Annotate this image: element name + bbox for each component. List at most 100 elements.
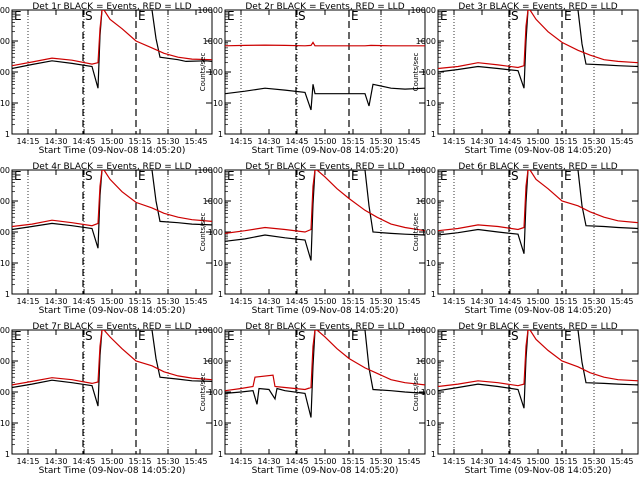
event-marker-label: S bbox=[298, 9, 306, 23]
x-tick-label: 15:15 bbox=[341, 297, 364, 306]
x-tick-label: 15:45 bbox=[184, 297, 207, 306]
plot-frame bbox=[437, 329, 639, 455]
y-tick-label: 100 bbox=[208, 388, 223, 397]
y-tick-label: 1000 bbox=[416, 197, 436, 206]
y-tick-label: 1000 bbox=[203, 197, 223, 206]
y-axis-label: Counts/sec bbox=[412, 213, 420, 252]
x-tick-label: 15:15 bbox=[341, 457, 364, 466]
event-marker-label: E bbox=[564, 329, 572, 343]
x-tick-label: 15:15 bbox=[341, 137, 364, 146]
x-tick-label: 14:15 bbox=[442, 137, 465, 146]
series-line-lld bbox=[12, 330, 212, 386]
x-axis-label: Start Time (09-Nov-08 14:05:20) bbox=[39, 306, 186, 316]
x-tick-label: 14:30 bbox=[44, 297, 67, 306]
x-tick-label: 15:45 bbox=[397, 297, 420, 306]
x-tick-label: 15:45 bbox=[397, 137, 420, 146]
y-tick-label: 10000 bbox=[0, 326, 10, 335]
y-tick-label: 10000 bbox=[411, 326, 436, 335]
panel-8r: 14:15 14:30 14:45 15:00 15:15 15:30 15:45 1 10 10… bbox=[198, 322, 426, 476]
panel-5r: 14:15 14:30 14:45 15:00 15:15 15:30 15:45 1 10 10… bbox=[198, 162, 426, 316]
plot-frame bbox=[11, 169, 213, 295]
plot-frame bbox=[437, 169, 639, 295]
event-marker-label: S bbox=[298, 169, 306, 183]
x-tick-label: 14:15 bbox=[229, 457, 252, 466]
y-tick-label: 10000 bbox=[411, 166, 436, 175]
x-tick-label: 15:00 bbox=[100, 457, 123, 466]
panel-title: Det 1r BLACK = Events, RED = LLD bbox=[32, 2, 191, 12]
y-tick-label: 1000 bbox=[203, 37, 223, 46]
x-tick-label: 15:30 bbox=[582, 457, 605, 466]
y-tick-label: 10000 bbox=[411, 6, 436, 15]
series-line-lld bbox=[225, 41, 425, 47]
y-tick-label: 10 bbox=[426, 99, 436, 108]
y-tick-label: 100 bbox=[421, 228, 436, 237]
event-marker-label: E bbox=[351, 169, 359, 183]
panel-3r: 14:15 14:30 14:45 15:00 15:15 15:30 15:45 1 10 10… bbox=[411, 2, 639, 156]
x-tick-label: 14:15 bbox=[229, 297, 252, 306]
x-tick-label: 15:15 bbox=[554, 137, 577, 146]
x-tick-label: 15:15 bbox=[554, 457, 577, 466]
y-tick-label: 100 bbox=[0, 388, 10, 397]
y-tick-label: 100 bbox=[208, 228, 223, 237]
panel-6r: 14:15 14:30 14:45 15:00 15:15 15:30 15:45 1 10 10… bbox=[411, 162, 639, 316]
y-tick-label: 1 bbox=[218, 450, 223, 459]
y-axis-label: Counts/sec bbox=[199, 213, 207, 252]
x-tick-label: 14:30 bbox=[44, 137, 67, 146]
plot-start-label: E bbox=[227, 169, 235, 183]
x-tick-label: 14:30 bbox=[257, 297, 280, 306]
panel-title: Det 2r BLACK = Events, RED = LLD bbox=[245, 2, 404, 12]
y-tick-label: 10 bbox=[0, 259, 10, 268]
series-line-lld bbox=[225, 170, 425, 234]
x-tick-label: 14:15 bbox=[442, 297, 465, 306]
event-marker-label: E bbox=[564, 169, 572, 183]
x-tick-label: 14:45 bbox=[72, 457, 95, 466]
plot-start-label: E bbox=[440, 169, 448, 183]
x-tick-label: 15:30 bbox=[582, 297, 605, 306]
panel-title: Det 8r BLACK = Events, RED = LLD bbox=[245, 322, 404, 332]
event-marker-label: S bbox=[511, 169, 519, 183]
series-line-events bbox=[438, 10, 638, 89]
event-marker-label: E bbox=[138, 9, 146, 23]
series-line-lld bbox=[225, 330, 425, 392]
y-tick-label: 1 bbox=[5, 130, 10, 139]
plot-frame bbox=[11, 329, 213, 455]
y-tick-label: 10000 bbox=[198, 6, 223, 15]
x-tick-label: 15:00 bbox=[526, 457, 549, 466]
y-axis-label: Counts/sec bbox=[199, 53, 207, 92]
plot-start-label: E bbox=[227, 329, 235, 343]
plot-frame bbox=[224, 169, 426, 295]
panel-2r: 14:15 14:30 14:45 15:00 15:15 15:30 15:45 1 10 10… bbox=[198, 2, 426, 156]
x-tick-label: 15:00 bbox=[313, 137, 336, 146]
panel-1r: 14:15 14:30 14:45 15:00 15:15 15:30 15:45 1 10 10… bbox=[0, 2, 213, 156]
series-line-events bbox=[225, 170, 425, 261]
event-marker-label: E bbox=[138, 329, 146, 343]
x-tick-label: 14:45 bbox=[285, 297, 308, 306]
y-tick-label: 1000 bbox=[203, 357, 223, 366]
x-axis-label: Start Time (09-Nov-08 14:05:20) bbox=[252, 146, 399, 156]
y-tick-label: 10 bbox=[213, 99, 223, 108]
y-tick-label: 10000 bbox=[0, 6, 10, 15]
x-tick-label: 15:30 bbox=[369, 457, 392, 466]
x-tick-label: 15:45 bbox=[610, 137, 633, 146]
x-axis-label: Start Time (09-Nov-08 14:05:20) bbox=[39, 466, 186, 476]
series-line-events bbox=[12, 330, 212, 407]
x-tick-label: 15:00 bbox=[313, 457, 336, 466]
x-tick-label: 15:00 bbox=[100, 297, 123, 306]
event-marker-label: E bbox=[351, 329, 359, 343]
x-tick-label: 15:45 bbox=[184, 457, 207, 466]
y-tick-label: 1 bbox=[218, 290, 223, 299]
x-tick-label: 14:45 bbox=[285, 137, 308, 146]
x-tick-label: 15:15 bbox=[128, 297, 151, 306]
x-axis-label: Start Time (09-Nov-08 14:05:20) bbox=[252, 306, 399, 316]
y-tick-label: 1 bbox=[5, 450, 10, 459]
y-tick-label: 10 bbox=[213, 259, 223, 268]
x-tick-label: 15:15 bbox=[128, 137, 151, 146]
series-line-events bbox=[438, 170, 638, 254]
x-tick-label: 14:45 bbox=[498, 137, 521, 146]
series-line-lld bbox=[438, 10, 638, 70]
x-tick-label: 14:30 bbox=[470, 137, 493, 146]
x-tick-label: 15:00 bbox=[526, 137, 549, 146]
y-tick-label: 100 bbox=[0, 68, 10, 77]
y-tick-label: 10000 bbox=[0, 166, 10, 175]
y-tick-label: 1 bbox=[431, 450, 436, 459]
